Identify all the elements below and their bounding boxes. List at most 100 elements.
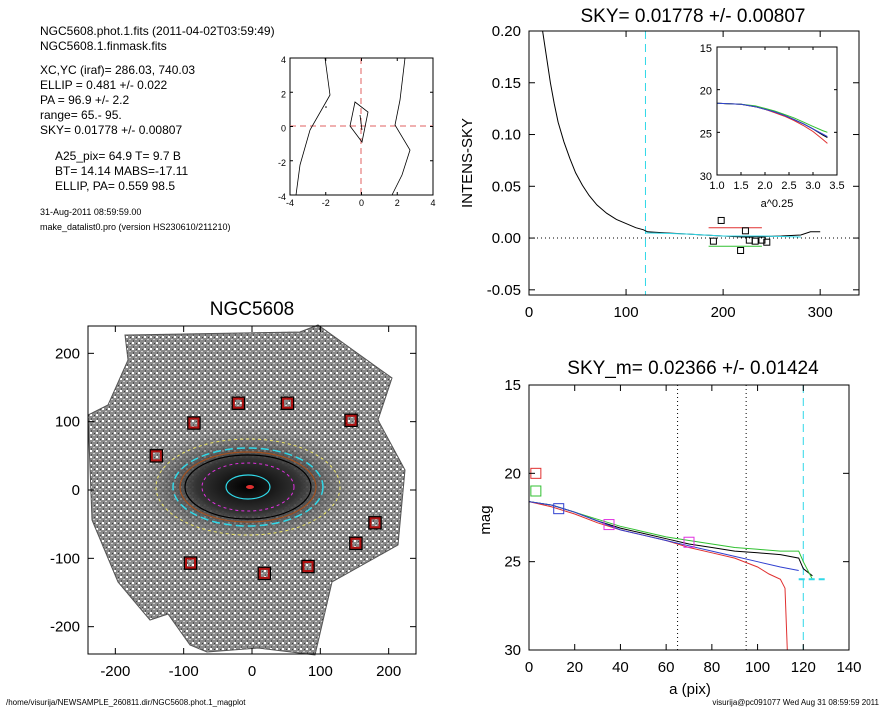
- sky-inset-xlabel: a^0.25: [761, 198, 794, 210]
- footer-path: /home/visurija/NEWSAMPLE_260811.dir/NGC5…: [6, 698, 246, 707]
- x-tick-label: 1.0: [709, 180, 724, 192]
- contour-line: [295, 57, 331, 196]
- x-tick-label: 2.0: [757, 180, 772, 192]
- x-tick-label: -2: [322, 198, 330, 208]
- star-box: [258, 567, 270, 579]
- sky-point: [717, 216, 725, 224]
- x-tick-label: 20: [566, 659, 583, 676]
- y-tick-label: 0: [72, 482, 80, 499]
- x-tick-label: 2.5: [781, 180, 796, 192]
- isophote-ellipse: [172, 447, 324, 527]
- galaxy-center: [246, 485, 254, 489]
- y-tick-label: 20: [504, 465, 521, 482]
- sky-point: [709, 237, 717, 245]
- y-tick-label: 0.05: [492, 178, 521, 195]
- y-tick-label: -0.05: [487, 282, 521, 299]
- x-tick-label: 200: [711, 304, 736, 321]
- info-block: NGC5608.phot.1.fits (2011-04-02T03:59:49…: [40, 24, 275, 232]
- sky-profile-ylabel: INTENS-SKY: [459, 118, 476, 208]
- info-line: ELLIP, PA= 0.559 98.5: [55, 179, 175, 193]
- sky-inset-bg: [717, 47, 837, 175]
- contour-dot: [325, 106, 327, 108]
- sky-profile-frame: [528, 30, 860, 296]
- star-box: [257, 566, 272, 581]
- star-box: [368, 516, 382, 530]
- x-tick-label: 120: [791, 659, 816, 676]
- info-line: NGC5608.1.finmask.fits: [40, 39, 167, 53]
- info-line: make_datalist0.pro (version HS230610/211…: [40, 222, 230, 232]
- sky-point: [758, 236, 766, 244]
- mag-profile-content: 0 20 40 60 80 100 120 140 15 20 25 30: [504, 377, 861, 676]
- star-box: [185, 557, 196, 569]
- info-line: ELLIP = 0.481 +/- 0.022: [40, 78, 168, 92]
- sky-inset: 1.0 1.5 2.0 2.5 3.0 3.5 15 20 25 30 a^0.25: [700, 43, 845, 210]
- y-tick-label: 15: [504, 377, 521, 394]
- mag-point: [603, 519, 615, 531]
- info-line: NGC5608.phot.1.fits (2011-04-02T03:59:49…: [40, 24, 275, 38]
- sky-point: [763, 238, 771, 246]
- x-tick-label: 200: [376, 663, 401, 680]
- isophote-ellipse: [184, 454, 312, 520]
- star-box: [282, 397, 294, 409]
- mag-point: [683, 536, 695, 548]
- star-box-markers: [149, 396, 382, 581]
- y-tick-label: 0.00: [492, 230, 521, 247]
- contour-line: [349, 101, 369, 143]
- sky-point: [751, 237, 759, 245]
- x-tick-label: 300: [808, 304, 833, 321]
- inset-series-line: [716, 102, 828, 133]
- inset-series-line: [716, 102, 828, 138]
- y-tick-label: -4: [278, 192, 286, 202]
- info-line: PA = 96.9 +/- 2.2: [40, 93, 130, 107]
- mag-point: [553, 503, 565, 515]
- y-tick-label: -100: [50, 550, 80, 567]
- y-tick-label: -2: [278, 158, 286, 168]
- y-tick-label: 0.10: [492, 127, 521, 144]
- mag-series-line: [528, 501, 799, 571]
- mag-profile-frame: [528, 384, 850, 651]
- x-tick-label: 40: [612, 659, 629, 676]
- star-box: [188, 417, 200, 429]
- x-tick-label: 2: [395, 198, 400, 208]
- star-box: [350, 537, 362, 549]
- isophote-ellipse: [155, 438, 341, 536]
- contour-line: [391, 57, 411, 196]
- x-tick-label: 1.5: [733, 180, 748, 192]
- mag-profile-plot: SKY_m= 0.02366 +/- 0.01424 mag a (pix) 0…: [477, 358, 862, 698]
- x-tick-label: 60: [658, 659, 675, 676]
- footer-stamp: visurija@pc091077 Wed Aug 31 08:59:59 20…: [712, 698, 879, 707]
- x-tick-label: -200: [100, 663, 130, 680]
- star-box: [302, 561, 314, 573]
- x-tick-label: 100: [745, 659, 770, 676]
- mag-point: [530, 485, 542, 497]
- sky-profile-plot: SKY= 0.01778 +/- 0.00807 INTENS-SKY 0 100…: [459, 6, 860, 321]
- galaxy-title: NGC5608: [210, 299, 295, 320]
- info-line: SKY= 0.01778 +/- 0.00807: [40, 123, 182, 137]
- sky-profile-content: 0 100 200 300 0.20 0.15 0.10 0.05 0.00 -0.05: [487, 23, 859, 321]
- sky-profile-title: SKY= 0.01778 +/- 0.00807: [580, 6, 805, 27]
- isophote-ellipse: [201, 462, 295, 512]
- x-tick-label: 3.5: [829, 180, 844, 192]
- x-tick-label: 100: [614, 304, 639, 321]
- y-tick-label: 100: [55, 414, 80, 431]
- y-tick-label: 25: [504, 554, 521, 571]
- info-line: range= 65.- 95.: [40, 108, 122, 122]
- x-tick-label: -100: [169, 663, 199, 680]
- sky-series-line: [645, 232, 801, 238]
- x-tick-label: 0: [359, 198, 364, 208]
- sky-point: [741, 227, 749, 235]
- y-tick-label: 2: [281, 89, 286, 99]
- x-tick-label: 0: [248, 663, 256, 680]
- y-tick-label: 20: [700, 86, 712, 98]
- star-box: [183, 556, 198, 570]
- x-tick-label: 80: [704, 659, 721, 676]
- star-box: [301, 559, 315, 574]
- star-box: [344, 413, 358, 428]
- isophote-ellipse: [225, 474, 271, 500]
- star-box: [232, 397, 244, 409]
- star-box: [349, 536, 363, 551]
- y-tick-label: 4: [281, 55, 286, 65]
- x-tick-label: 0: [525, 659, 533, 676]
